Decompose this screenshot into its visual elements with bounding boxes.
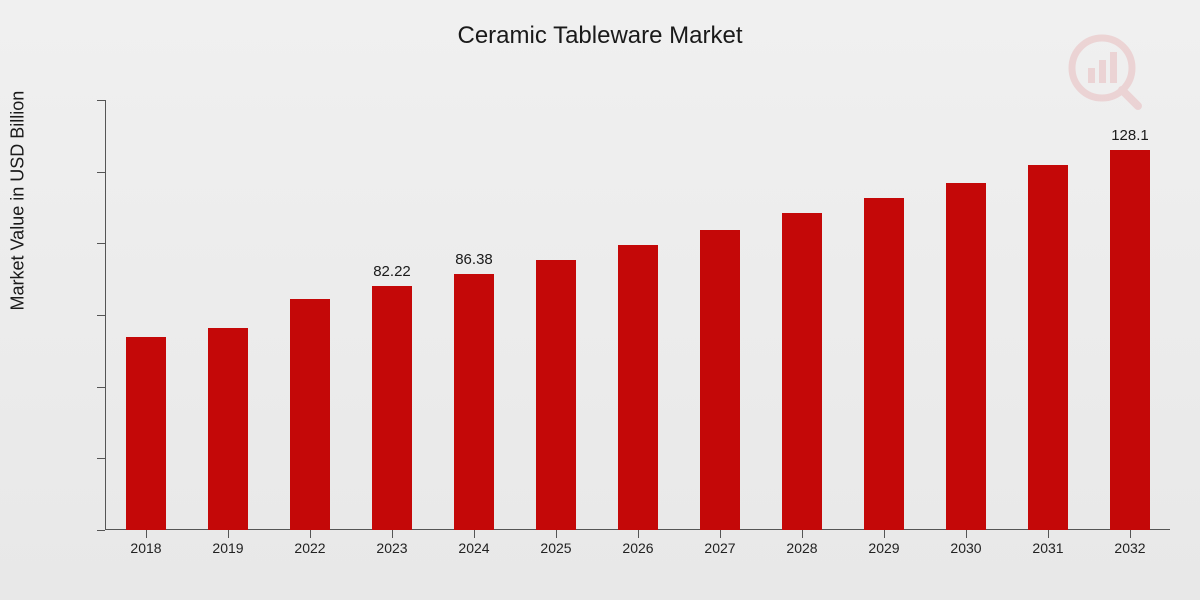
x-tick bbox=[146, 530, 147, 538]
y-tick bbox=[97, 243, 105, 244]
x-tick bbox=[474, 530, 475, 538]
bar bbox=[372, 286, 412, 530]
bar-group: 82.22 bbox=[351, 100, 433, 530]
bar-group bbox=[925, 100, 1007, 530]
x-axis-label: 2027 bbox=[679, 540, 761, 556]
bar-group bbox=[761, 100, 843, 530]
bar bbox=[1110, 150, 1150, 530]
y-tick bbox=[97, 172, 105, 173]
bar-group bbox=[269, 100, 351, 530]
x-tick bbox=[228, 530, 229, 538]
bar-group: 128.1 bbox=[1089, 100, 1171, 530]
bar-group bbox=[105, 100, 187, 530]
x-axis-label: 2028 bbox=[761, 540, 843, 556]
y-tick bbox=[97, 530, 105, 531]
x-axis-label: 2030 bbox=[925, 540, 1007, 556]
x-axis-label: 2023 bbox=[351, 540, 433, 556]
bar bbox=[290, 299, 330, 530]
x-axis-label: 2022 bbox=[269, 540, 351, 556]
x-tick bbox=[1048, 530, 1049, 538]
x-axis-label: 2032 bbox=[1089, 540, 1171, 556]
x-tick bbox=[310, 530, 311, 538]
bar-value-label: 86.38 bbox=[433, 251, 515, 268]
bar-group bbox=[843, 100, 925, 530]
x-tick bbox=[966, 530, 967, 538]
y-tick bbox=[97, 458, 105, 459]
bar bbox=[126, 337, 166, 530]
x-tick bbox=[638, 530, 639, 538]
x-axis-label: 2019 bbox=[187, 540, 269, 556]
x-axis-label: 2025 bbox=[515, 540, 597, 556]
bar-value-label: 82.22 bbox=[351, 263, 433, 280]
chart-area: 82.2286.38128.1 201820192022202320242025… bbox=[105, 100, 1170, 530]
x-axis-label: 2018 bbox=[105, 540, 187, 556]
y-axis-label: Market Value in USD Billion bbox=[8, 91, 29, 311]
x-axis-label: 2031 bbox=[1007, 540, 1089, 556]
x-tick bbox=[720, 530, 721, 538]
x-axis-label: 2024 bbox=[433, 540, 515, 556]
bar-group bbox=[597, 100, 679, 530]
bar-value-label: 128.1 bbox=[1089, 127, 1171, 144]
x-tick bbox=[1130, 530, 1131, 538]
y-tick bbox=[97, 100, 105, 101]
bar bbox=[536, 260, 576, 530]
x-axis-label: 2029 bbox=[843, 540, 925, 556]
x-tick bbox=[556, 530, 557, 538]
y-tick bbox=[97, 387, 105, 388]
y-tick bbox=[97, 315, 105, 316]
bar-group bbox=[187, 100, 269, 530]
bar bbox=[1028, 165, 1068, 530]
bar bbox=[864, 198, 904, 530]
x-tick bbox=[392, 530, 393, 538]
bar bbox=[946, 183, 986, 530]
bar bbox=[208, 328, 248, 530]
bar bbox=[700, 230, 740, 530]
x-tick bbox=[884, 530, 885, 538]
bar-group: 86.38 bbox=[433, 100, 515, 530]
chart-title: Ceramic Tableware Market bbox=[0, 0, 1200, 50]
bar-group bbox=[515, 100, 597, 530]
bar-group bbox=[679, 100, 761, 530]
bar-group bbox=[1007, 100, 1089, 530]
bar bbox=[782, 213, 822, 530]
bars-container: 82.2286.38 128.1 bbox=[105, 100, 1170, 530]
bar bbox=[454, 274, 494, 530]
x-tick bbox=[802, 530, 803, 538]
x-axis-label: 2026 bbox=[597, 540, 679, 556]
bar bbox=[618, 245, 658, 530]
